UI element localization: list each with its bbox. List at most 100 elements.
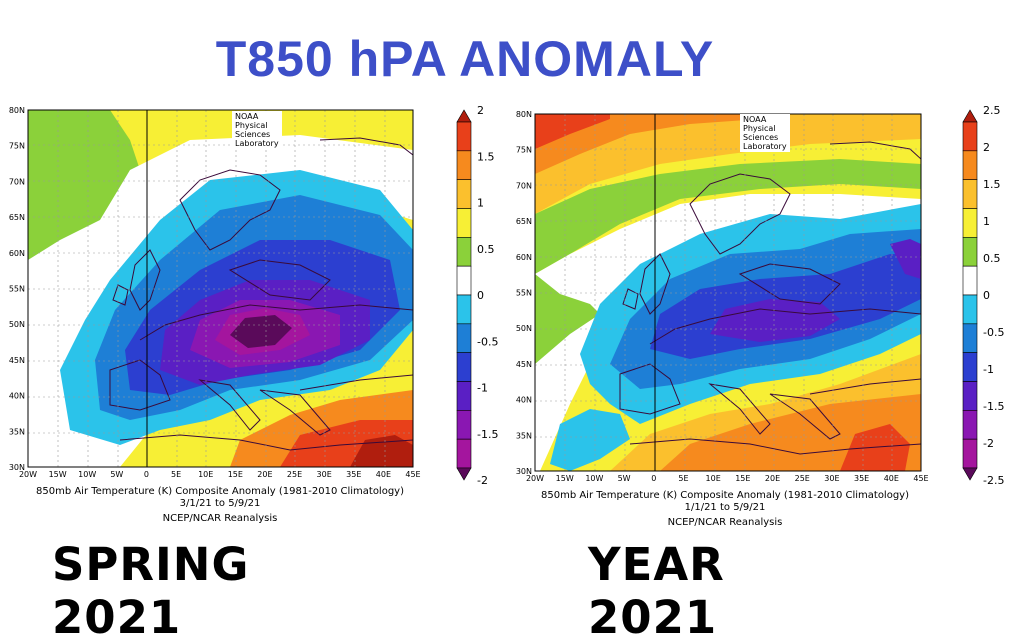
colorbar-label: -2	[477, 474, 488, 487]
lon-label: 0	[144, 470, 149, 479]
colorbar-label: 2	[983, 141, 990, 154]
lon-label: 40E	[884, 474, 899, 483]
lat-label: 65N	[9, 213, 25, 222]
lon-label: 30E	[317, 470, 332, 479]
colorbar-swatch	[962, 237, 978, 267]
lat-label: 65N	[516, 217, 532, 226]
colorbar-swatch	[962, 294, 978, 325]
lon-label: 30E	[824, 474, 839, 483]
lon-label: 20W	[526, 474, 544, 483]
colorbar-label: 1	[983, 215, 990, 228]
lon-label: 20E	[257, 470, 272, 479]
spring-graticule	[28, 110, 413, 467]
colorbar-label: -0.5	[983, 326, 1004, 339]
colorbar-label: 0	[477, 289, 484, 302]
spring-anomaly-map: 80N 75N 70N 65N 60N 55N 50N 45N 40N 35N 30N 20W 15W…	[9, 106, 421, 479]
lon-label: 10E	[198, 470, 213, 479]
lon-label: 5E	[171, 470, 181, 479]
colorbar-label: 0.5	[983, 252, 1001, 265]
colorbar-swatch	[456, 467, 472, 481]
year-season-label: YEAR 2021	[588, 538, 725, 644]
lat-label: 50N	[516, 324, 532, 333]
lon-label: 15E	[735, 474, 750, 483]
colorbar-swatch	[456, 352, 472, 382]
spring-season-label: SPRING 2021	[52, 538, 250, 644]
lon-label: 10W	[78, 470, 96, 479]
lat-label: 60N	[9, 249, 25, 258]
year-colorbar: 2.5 2 1.5 1 0.5 0 -0.5 -1 -1.5 -2 -2.5	[962, 104, 1004, 487]
lat-label: 40N	[9, 392, 25, 401]
colorbar-swatch	[456, 237, 472, 267]
year-anomaly-fill	[535, 114, 921, 471]
colorbar-swatch	[962, 265, 978, 296]
lon-label: 40E	[376, 470, 391, 479]
lon-label: 45E	[405, 470, 420, 479]
lat-label: 60N	[516, 253, 532, 262]
colorbar-label: 1	[477, 197, 484, 210]
lon-label: 5E	[678, 474, 688, 483]
colorbar-label: 0.5	[477, 243, 495, 256]
colorbar-label: -0.5	[477, 335, 498, 348]
year-lon-labels: 20W 15W 10W 5W 0 5E 10E 15E 20E 25E 30E 35E 40E 45E	[526, 474, 929, 483]
colorbar-label: -1.5	[477, 428, 498, 441]
year-lat-labels: 80N 75N 70N 65N 60N 55N 50N 45N 40N 35N 30N	[516, 110, 532, 476]
lon-label: 35E	[854, 474, 869, 483]
spring-lat-labels: 80N 75N 70N 65N 60N 55N 50N 45N 40N 35N 30N	[9, 106, 25, 472]
colorbar-swatch	[962, 410, 978, 440]
colorbar-swatch	[456, 265, 472, 296]
colorbar-label: -1	[477, 382, 488, 395]
spring-caption-variable: 850mb Air Temperature (K) Composite Anom…	[35, 486, 404, 497]
year-caption-source: NCEP/NCAR Reanalysis	[667, 517, 783, 528]
lat-label: 55N	[516, 289, 532, 298]
colorbar-swatch	[456, 410, 472, 440]
lat-label: 50N	[9, 320, 25, 329]
lat-label: 55N	[9, 285, 25, 294]
colorbar-swatch	[456, 179, 472, 209]
lon-label: 10E	[706, 474, 721, 483]
lat-label: 80N	[516, 110, 532, 119]
colorbar-label: 0	[983, 289, 990, 302]
lat-label: 75N	[9, 142, 25, 151]
year-graticule	[535, 114, 921, 471]
colorbar-swatch	[962, 467, 978, 481]
colorbar-swatch	[962, 121, 978, 152]
lat-label: 30N	[516, 467, 532, 476]
lon-label: 15W	[556, 474, 574, 483]
lon-label: 45E	[913, 474, 928, 483]
year-anomaly-map: 80N 75N 70N 65N 60N 55N 50N 45N 40N 35N 30N 20W 15W…	[516, 110, 929, 483]
colorbar-swatch	[456, 109, 472, 123]
lat-label: 35N	[9, 427, 25, 436]
lat-label: 70N	[516, 181, 532, 190]
lon-label: 35E	[346, 470, 361, 479]
colorbar-swatch	[456, 294, 472, 325]
lat-label: 45N	[516, 360, 532, 369]
colorbar-swatch	[456, 150, 472, 180]
colorbar-label: 2.5	[983, 104, 1001, 117]
spring-lon-labels: 20W 15W 10W 5W 0 5E 10E 15E 20E 25E 30E 35E 40E 45E	[19, 470, 421, 479]
year-caption: 850mb Air Temperature (K) Composite Anom…	[505, 490, 945, 529]
colorbar-label: 1.5	[477, 150, 495, 163]
year-map-frame	[534, 113, 922, 472]
lat-label: 40N	[516, 396, 532, 405]
colorbar-label: -1	[983, 363, 994, 376]
year-credit: NOAA Physical Sciences Laboratory	[740, 114, 790, 152]
colorbar-swatch	[962, 109, 978, 123]
colorbar-label: 1.5	[983, 178, 1001, 191]
spring-credit: NOAA Physical Sciences Laboratory	[232, 111, 282, 149]
colorbar-swatch	[456, 381, 472, 411]
lon-label: 15W	[49, 470, 67, 479]
lat-label: 45N	[9, 356, 25, 365]
colorbar-label: 2	[477, 104, 484, 117]
lon-label: 5W	[618, 474, 631, 483]
colorbar-label: -1.5	[983, 400, 1004, 413]
colorbar-swatch	[962, 150, 978, 180]
colorbar-swatch	[962, 179, 978, 209]
lat-label: 80N	[9, 106, 25, 115]
lat-label: 75N	[516, 146, 532, 155]
colorbar-swatch	[456, 121, 472, 152]
lon-label: 15E	[228, 470, 243, 479]
lon-label: 10W	[585, 474, 603, 483]
spring-colorbar: 2 1.5 1 0.5 0 -0.5 -1 -1.5 -2	[456, 104, 498, 487]
lon-label: 25E	[795, 474, 810, 483]
colorbar-swatch	[962, 381, 978, 411]
